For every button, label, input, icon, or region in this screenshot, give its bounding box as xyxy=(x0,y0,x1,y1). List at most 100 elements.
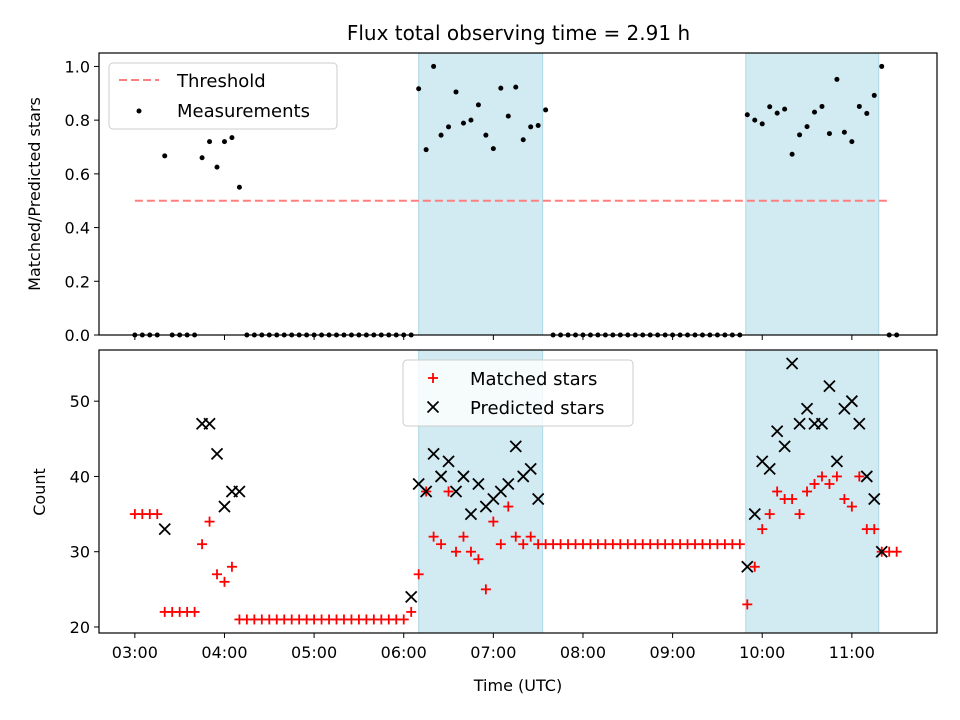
legend-predicted-swatch xyxy=(426,400,440,414)
matched-stars-point xyxy=(757,524,768,535)
predicted-stars-point xyxy=(785,357,799,370)
predicted-stars-point xyxy=(771,425,784,438)
measurement-point xyxy=(535,123,541,129)
matched-stars-point xyxy=(510,531,521,542)
measurement-point xyxy=(460,120,466,126)
matched-stars-point xyxy=(473,554,484,565)
measurement-point xyxy=(221,139,227,145)
x-tick-label: 11:00 xyxy=(829,643,875,662)
y-tick-label: 20 xyxy=(70,618,90,637)
matched-stars-point xyxy=(742,599,753,610)
top-plot-frame xyxy=(98,52,938,336)
matched-stars-point xyxy=(398,614,409,625)
predicted-stars-point xyxy=(524,462,537,476)
matched-stars-point xyxy=(831,471,842,482)
predicted-stars-point xyxy=(449,485,463,498)
measurement-point xyxy=(468,117,474,123)
predicted-stars-point xyxy=(823,379,836,393)
measurement-point xyxy=(513,84,519,90)
predicted-stars-point xyxy=(853,417,866,430)
matched-stars-point xyxy=(219,576,230,587)
matched-stars-point xyxy=(189,606,200,617)
top-axis-ticks: 0.0 0.2 0.4 0.6 0.8 1.0 xyxy=(65,57,853,345)
measurement-point xyxy=(505,113,511,119)
predicted-stars-point xyxy=(793,417,806,430)
predicted-stars-point xyxy=(210,447,224,461)
measurement-point xyxy=(819,103,825,109)
legend-threshold-label: Threshold xyxy=(176,71,266,92)
measurement-point xyxy=(804,124,810,130)
y-tick-label: 0.6 xyxy=(65,165,90,184)
matched-stars-point xyxy=(488,516,499,527)
predicted-stars-point xyxy=(464,507,478,521)
legend-predicted-label: Predicted stars xyxy=(470,398,604,419)
x-tick-label: 05:00 xyxy=(291,643,337,662)
predicted-stars-point xyxy=(868,492,881,506)
measurement-point xyxy=(229,135,235,141)
shaded-region xyxy=(745,52,880,336)
predicted-stars-point xyxy=(830,455,844,468)
measurement-point xyxy=(759,121,765,127)
matched-stars-point xyxy=(846,501,857,512)
matched-stars-point xyxy=(816,471,827,482)
predicted-stars-point xyxy=(815,417,829,430)
matched-stars-point xyxy=(764,509,775,520)
bottom-legend: Matched stars Predicted stars xyxy=(402,359,634,427)
matched-stars-point xyxy=(406,606,417,617)
predicted-stars-point xyxy=(748,507,761,521)
y-tick-label: 0.8 xyxy=(65,111,90,130)
measurement-point xyxy=(744,112,750,118)
x-tick-label: 08:00 xyxy=(560,643,606,662)
y-tick-label: 30 xyxy=(70,543,90,562)
predicted-stars-point xyxy=(741,560,754,573)
matched-stars-point xyxy=(802,486,813,497)
matched-stars-point xyxy=(794,509,805,520)
predicted-stars-point xyxy=(405,590,418,604)
bottom-panel: 20 30 40 50 03:00 04:00 05:00 06:00 07:00 08:00 09… xyxy=(30,349,938,695)
legend-plus-marker xyxy=(428,373,438,383)
predicted-stars-point xyxy=(472,477,485,491)
matched-stars-point xyxy=(854,471,865,482)
x-axis-label: Time (UTC) xyxy=(473,676,562,695)
matched-stars-point xyxy=(428,531,439,542)
top-shaded-regions xyxy=(418,52,880,336)
matched-stars-point xyxy=(495,539,506,550)
measurement-point xyxy=(423,147,429,153)
predicted-stars-point xyxy=(158,522,171,536)
predicted-stars-point xyxy=(457,470,470,483)
legend-matched-swatch xyxy=(428,373,438,383)
measurement-point xyxy=(752,117,758,123)
measurement-point xyxy=(446,124,452,130)
top-y-axis-label: Matched/Predicted stars xyxy=(25,97,44,291)
measurement-point xyxy=(849,139,855,145)
measurement-point xyxy=(483,132,489,138)
predicted-stars-point xyxy=(532,492,545,506)
matched-stars-point xyxy=(749,561,760,572)
y-tick-label: 1.0 xyxy=(65,57,90,76)
y-tick-label: 0.0 xyxy=(65,326,90,345)
x-tick-label: 06:00 xyxy=(381,643,427,662)
predicted-stars-point xyxy=(233,485,246,498)
x-tick-label: 04:00 xyxy=(201,643,247,662)
matched-stars-point xyxy=(480,584,491,595)
y-tick-label: 40 xyxy=(70,467,90,486)
measurement-point xyxy=(520,137,526,143)
matched-stars-point xyxy=(824,478,835,489)
predicted-stars-point xyxy=(845,395,858,408)
measurement-point xyxy=(834,76,840,82)
legend-matched-label: Matched stars xyxy=(470,369,597,390)
matched-stars-point xyxy=(525,531,536,542)
measurement-point xyxy=(879,63,885,69)
measurement-point xyxy=(199,155,205,161)
measurement-point xyxy=(236,184,242,190)
predicted-stars-point xyxy=(763,462,776,476)
measurement-point xyxy=(431,63,437,69)
measurement-point xyxy=(528,124,534,130)
shaded-region xyxy=(418,52,544,336)
matched-stars-point xyxy=(772,486,783,497)
legend-measurements-label: Measurements xyxy=(177,101,310,122)
measurement-point xyxy=(797,132,803,138)
matched-stars-point xyxy=(518,539,529,550)
matched-stars-point xyxy=(197,539,208,550)
bottom-data-marks xyxy=(129,357,902,625)
